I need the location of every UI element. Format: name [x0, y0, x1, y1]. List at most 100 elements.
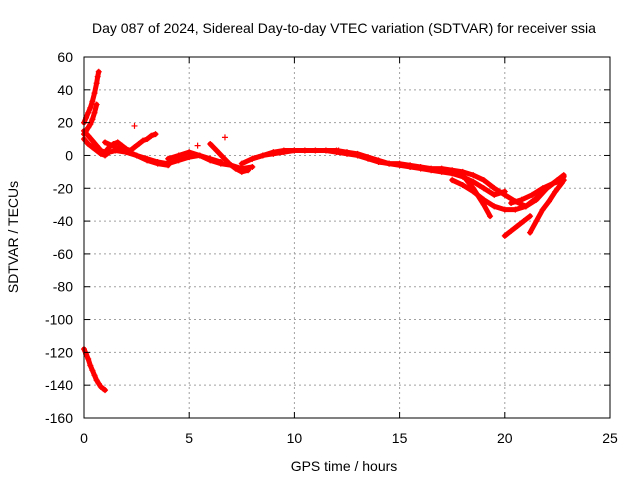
data-point	[207, 157, 214, 164]
data-point	[501, 191, 508, 198]
data-point	[375, 159, 382, 166]
data-point	[139, 137, 146, 144]
series-arc-dip-left	[501, 213, 534, 239]
x-tick-label: 10	[287, 430, 303, 446]
series-track	[81, 346, 108, 393]
series-arc-late	[508, 177, 567, 207]
data-point	[459, 181, 466, 188]
data-point	[85, 140, 92, 147]
data-point	[93, 147, 100, 154]
data-point	[154, 159, 161, 166]
data-point	[438, 165, 445, 172]
data-point	[550, 180, 557, 187]
data-point	[93, 101, 100, 108]
series-arc-swoop	[207, 140, 252, 175]
data-point	[93, 377, 100, 384]
data-point	[207, 140, 214, 147]
axis-ticks: 0 5 10 15 20 25 -160 -140 -120 -100 -80 -60 -40 -20 0 2…	[45, 49, 618, 446]
data-point	[560, 177, 567, 184]
y-tick-label: -160	[45, 410, 73, 426]
data-point	[386, 160, 393, 167]
data-point	[93, 80, 100, 87]
series-outliers	[131, 122, 342, 154]
series-arc-rise-top	[81, 68, 102, 126]
data-point	[144, 136, 151, 143]
data-point	[407, 162, 414, 169]
data-point	[470, 178, 477, 185]
data-point	[322, 147, 329, 154]
data-point	[508, 227, 515, 234]
y-tick-label: -80	[53, 279, 73, 295]
y-tick-label: 40	[57, 82, 73, 98]
x-tick-label: 0	[80, 430, 88, 446]
data-point	[552, 188, 559, 195]
data-point	[522, 203, 529, 210]
data-point	[85, 124, 92, 131]
series-arc-bottom	[81, 346, 109, 394]
x-tick-label: 20	[497, 430, 513, 446]
y-tick-label: 0	[65, 147, 73, 163]
data-point	[217, 160, 224, 167]
data-point	[449, 177, 456, 184]
y-tick-label: -120	[45, 344, 73, 360]
data-point	[529, 191, 536, 198]
y-tick-label: 20	[57, 115, 73, 131]
y-tick-label: -100	[45, 312, 73, 328]
data-point	[102, 152, 109, 159]
data-point	[133, 152, 140, 159]
data-point	[249, 163, 256, 170]
data-point	[95, 68, 102, 75]
outlier-point	[221, 134, 228, 141]
x-axis-label: GPS time / hours	[291, 458, 398, 474]
data-point	[270, 150, 277, 157]
data-point	[249, 155, 256, 162]
data-point	[85, 109, 92, 116]
data-point	[280, 149, 287, 156]
data-point	[354, 152, 361, 159]
data-point	[245, 167, 252, 174]
data-point	[259, 152, 266, 159]
data-point	[312, 147, 319, 154]
data-point	[238, 160, 245, 167]
plot-frame	[83, 56, 611, 419]
data-point	[102, 139, 109, 146]
data-point	[219, 154, 226, 161]
data-point	[232, 165, 239, 172]
data-point	[213, 147, 220, 154]
data-point	[123, 147, 130, 154]
data-point	[186, 149, 193, 156]
data-point	[102, 387, 109, 394]
data-point	[365, 155, 372, 162]
data-point	[89, 367, 96, 374]
data-point	[539, 185, 546, 192]
data-point	[144, 155, 151, 162]
y-tick-label: -60	[53, 246, 73, 262]
data-point	[501, 206, 508, 213]
data-point	[527, 229, 534, 236]
data-point	[491, 203, 498, 210]
series-arc-evening-b	[459, 172, 494, 220]
data-point	[470, 185, 477, 192]
data-point	[97, 150, 104, 157]
data-point	[87, 362, 94, 369]
data-point	[85, 132, 92, 139]
data-point	[520, 218, 527, 225]
data-point	[87, 104, 94, 111]
data-point	[545, 198, 552, 205]
data-point	[89, 98, 96, 105]
data-point	[512, 206, 519, 213]
data-points	[81, 68, 567, 394]
data-point	[196, 152, 203, 159]
data-point	[417, 163, 424, 170]
data-point	[396, 160, 403, 167]
data-point	[91, 109, 98, 116]
data-point	[165, 155, 172, 162]
data-point	[87, 121, 94, 128]
data-point	[480, 185, 487, 192]
y-tick-label: -140	[45, 377, 73, 393]
data-point	[459, 172, 466, 179]
x-tick-label: 25	[602, 430, 618, 446]
data-point	[533, 218, 540, 225]
y-axis-label: SDTVAR / TECUs	[5, 181, 21, 293]
